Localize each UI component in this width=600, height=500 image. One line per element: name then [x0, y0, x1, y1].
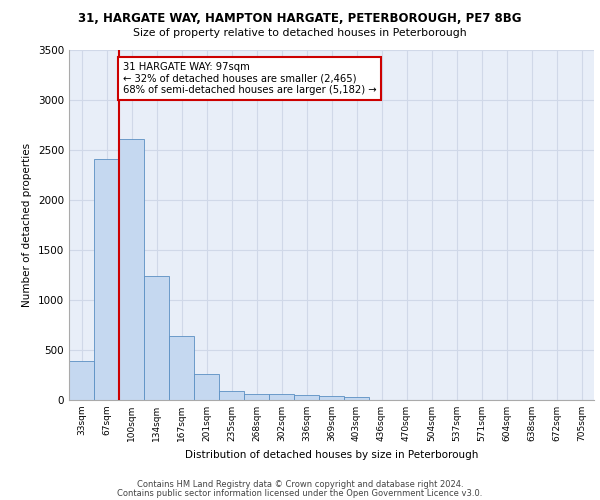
Text: Contains HM Land Registry data © Crown copyright and database right 2024.: Contains HM Land Registry data © Crown c… — [137, 480, 463, 489]
Text: Contains public sector information licensed under the Open Government Licence v3: Contains public sector information licen… — [118, 488, 482, 498]
Bar — [344, 396, 369, 400]
Bar — [94, 159, 119, 400]
Bar — [219, 390, 244, 400]
Bar — [119, 139, 144, 400]
Bar — [294, 394, 319, 400]
Text: 31, HARGATE WAY, HAMPTON HARGATE, PETERBOROUGH, PE7 8BG: 31, HARGATE WAY, HAMPTON HARGATE, PETERB… — [78, 12, 522, 26]
X-axis label: Distribution of detached houses by size in Peterborough: Distribution of detached houses by size … — [185, 450, 478, 460]
Bar — [169, 336, 194, 400]
Text: 31 HARGATE WAY: 97sqm
← 32% of detached houses are smaller (2,465)
68% of semi-d: 31 HARGATE WAY: 97sqm ← 32% of detached … — [123, 62, 376, 95]
Bar — [244, 394, 269, 400]
Bar — [269, 394, 294, 400]
Bar — [69, 361, 94, 400]
Y-axis label: Number of detached properties: Number of detached properties — [22, 143, 32, 307]
Bar — [319, 396, 344, 400]
Text: Size of property relative to detached houses in Peterborough: Size of property relative to detached ho… — [133, 28, 467, 38]
Bar — [194, 374, 219, 400]
Bar — [144, 276, 169, 400]
